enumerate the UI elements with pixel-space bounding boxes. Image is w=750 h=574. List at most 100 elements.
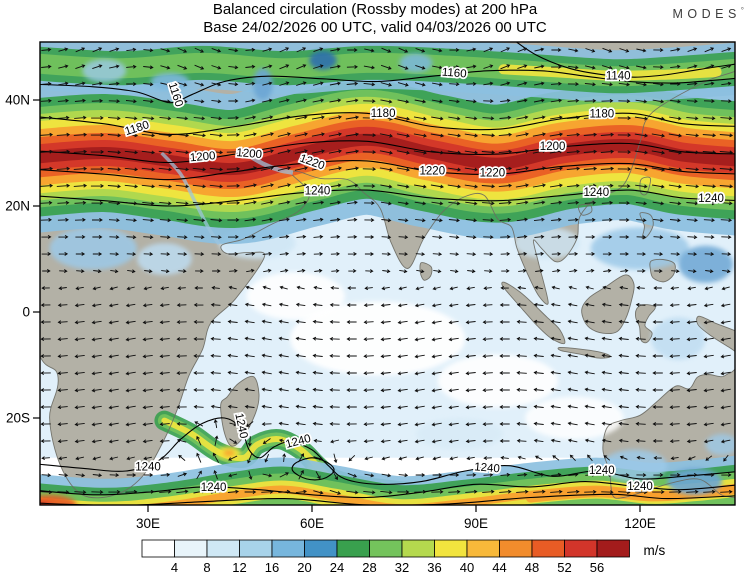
- shading-blob: [399, 53, 433, 73]
- contour-line-1200: [40, 140, 735, 164]
- y-tick-label: 0: [22, 305, 30, 320]
- contour-label: 1240: [584, 187, 610, 199]
- contour-label: 1200: [189, 150, 216, 164]
- shading-blob: [137, 243, 192, 275]
- contour-line-1240: [40, 493, 735, 505]
- shading-blob: [150, 73, 189, 90]
- colorbar-segment: [434, 539, 468, 558]
- contour-label: 1220: [420, 166, 446, 178]
- contour-line-1140: [515, 42, 735, 78]
- contour-label: 1200: [540, 141, 566, 153]
- shading-blob: [309, 50, 337, 70]
- colorbar-segment: [499, 539, 533, 558]
- contour-label: 1240: [474, 461, 501, 475]
- wind-vector-arrows: [40, 47, 734, 495]
- contour-label: 1140: [606, 71, 631, 83]
- chart-title: Balanced circulation (Rossby modes) at 2…: [212, 1, 538, 18]
- colorbar-tick-label: 20: [297, 560, 311, 574]
- colorbar-tick-label: 52: [557, 560, 571, 574]
- colorbar-tick-label: 24: [330, 560, 344, 574]
- colorbar-segment: [336, 539, 370, 558]
- colorbar-tick-label: 8: [203, 560, 210, 574]
- landmass-new-guinea: [696, 316, 735, 352]
- shading-blob: [252, 68, 273, 100]
- colorbar-tick-label: 16: [265, 560, 279, 574]
- shading-stream: [40, 133, 735, 176]
- shading-blob: [705, 433, 735, 456]
- colorbar-segment: [206, 539, 240, 558]
- landmass-java: [557, 347, 611, 359]
- colorbar-tick-label: 40: [460, 560, 474, 574]
- colorbar-segment: [141, 539, 175, 558]
- shading-blob: [49, 227, 137, 270]
- shading-blob: [437, 354, 558, 408]
- contour-label: 1180: [589, 108, 614, 120]
- coastline-layer: [40, 70, 735, 499]
- shading-blob: [82, 59, 127, 83]
- chart-subtitle: Base 24/02/2026 00 UTC, valid 04/03/2026…: [203, 19, 547, 36]
- map-frame: [39, 41, 736, 506]
- landmass-sri-lanka: [419, 262, 432, 281]
- contour-label: 1240: [135, 461, 161, 473]
- contour-line-1240: [40, 189, 735, 207]
- colorbar-segment: [304, 539, 338, 558]
- shading-blob: [223, 449, 235, 457]
- colorbar-segment: [401, 539, 435, 558]
- shading-blob: [290, 301, 466, 376]
- y-tick-label: 20S: [6, 411, 30, 426]
- shading-blob: [40, 494, 77, 505]
- modes-logo-text: MODES: [672, 7, 741, 22]
- contour-label: 1240: [589, 465, 615, 477]
- colorbar-segment: [174, 539, 208, 558]
- contour-label: 1200: [236, 147, 263, 161]
- colorbar-segment: [531, 539, 565, 558]
- shading-blob: [678, 245, 733, 283]
- contour-label: 1240: [698, 193, 724, 205]
- colorbar-tick-label: 36: [427, 560, 441, 574]
- landmass-sumatra: [501, 282, 565, 344]
- modes-logo: MODES°: [672, 6, 744, 21]
- colorbar-segment: [369, 539, 403, 558]
- x-tick-label: 60E: [300, 516, 324, 531]
- contour-label: 1180: [371, 108, 396, 120]
- colorbar-segment: [239, 539, 273, 558]
- sea-red-sea: [160, 151, 221, 246]
- landmass-borneo: [581, 274, 635, 334]
- x-tick-label: 30E: [136, 516, 160, 531]
- y-tick-label: 20N: [5, 199, 30, 214]
- colorbar-segment: [466, 539, 500, 558]
- colorbar-units-label: m/s: [644, 543, 666, 558]
- colorbar-segment: [271, 539, 305, 558]
- contour-label: 1160: [441, 66, 467, 80]
- contour-line-1240: [291, 457, 335, 481]
- wind-speed-shading: [40, 42, 735, 505]
- shading-blob: [415, 418, 504, 450]
- colorbar-segment: [564, 539, 598, 558]
- colorbar-tick-label: 44: [492, 560, 506, 574]
- colorbar-segment: [596, 539, 630, 558]
- contour-label: 1220: [480, 168, 506, 180]
- colorbar-tick-label: 28: [362, 560, 376, 574]
- logo-degree-mark: °: [740, 6, 744, 15]
- colorbar-tick-label: 4: [171, 560, 178, 574]
- contour-label: 1240: [627, 481, 653, 493]
- y-tick-label: 40N: [5, 93, 30, 108]
- colorbar-tick-label: 48: [525, 560, 539, 574]
- shading-blob: [601, 449, 668, 482]
- x-tick-label: 90E: [464, 516, 488, 531]
- colorbar-tick-label: 12: [232, 560, 246, 574]
- shading-blob: [246, 272, 345, 320]
- shading-blob: [525, 396, 624, 440]
- contour-label: 1240: [305, 186, 331, 198]
- colorbar-tick-label: 32: [395, 560, 409, 574]
- colorbar-tick-label: 56: [590, 560, 604, 574]
- colorbar: 4 8 12 16 20 24 28 32 36 40 44 48 52 56m/s: [141, 539, 666, 574]
- shading-blob: [590, 227, 690, 270]
- axis-labels: 40N 20N 0 20S 30E 60E 90E 120E: [5, 93, 656, 532]
- contour-line-1160: [40, 69, 735, 104]
- contour-line-1180: [40, 112, 735, 135]
- x-tick-label: 120E: [624, 516, 656, 531]
